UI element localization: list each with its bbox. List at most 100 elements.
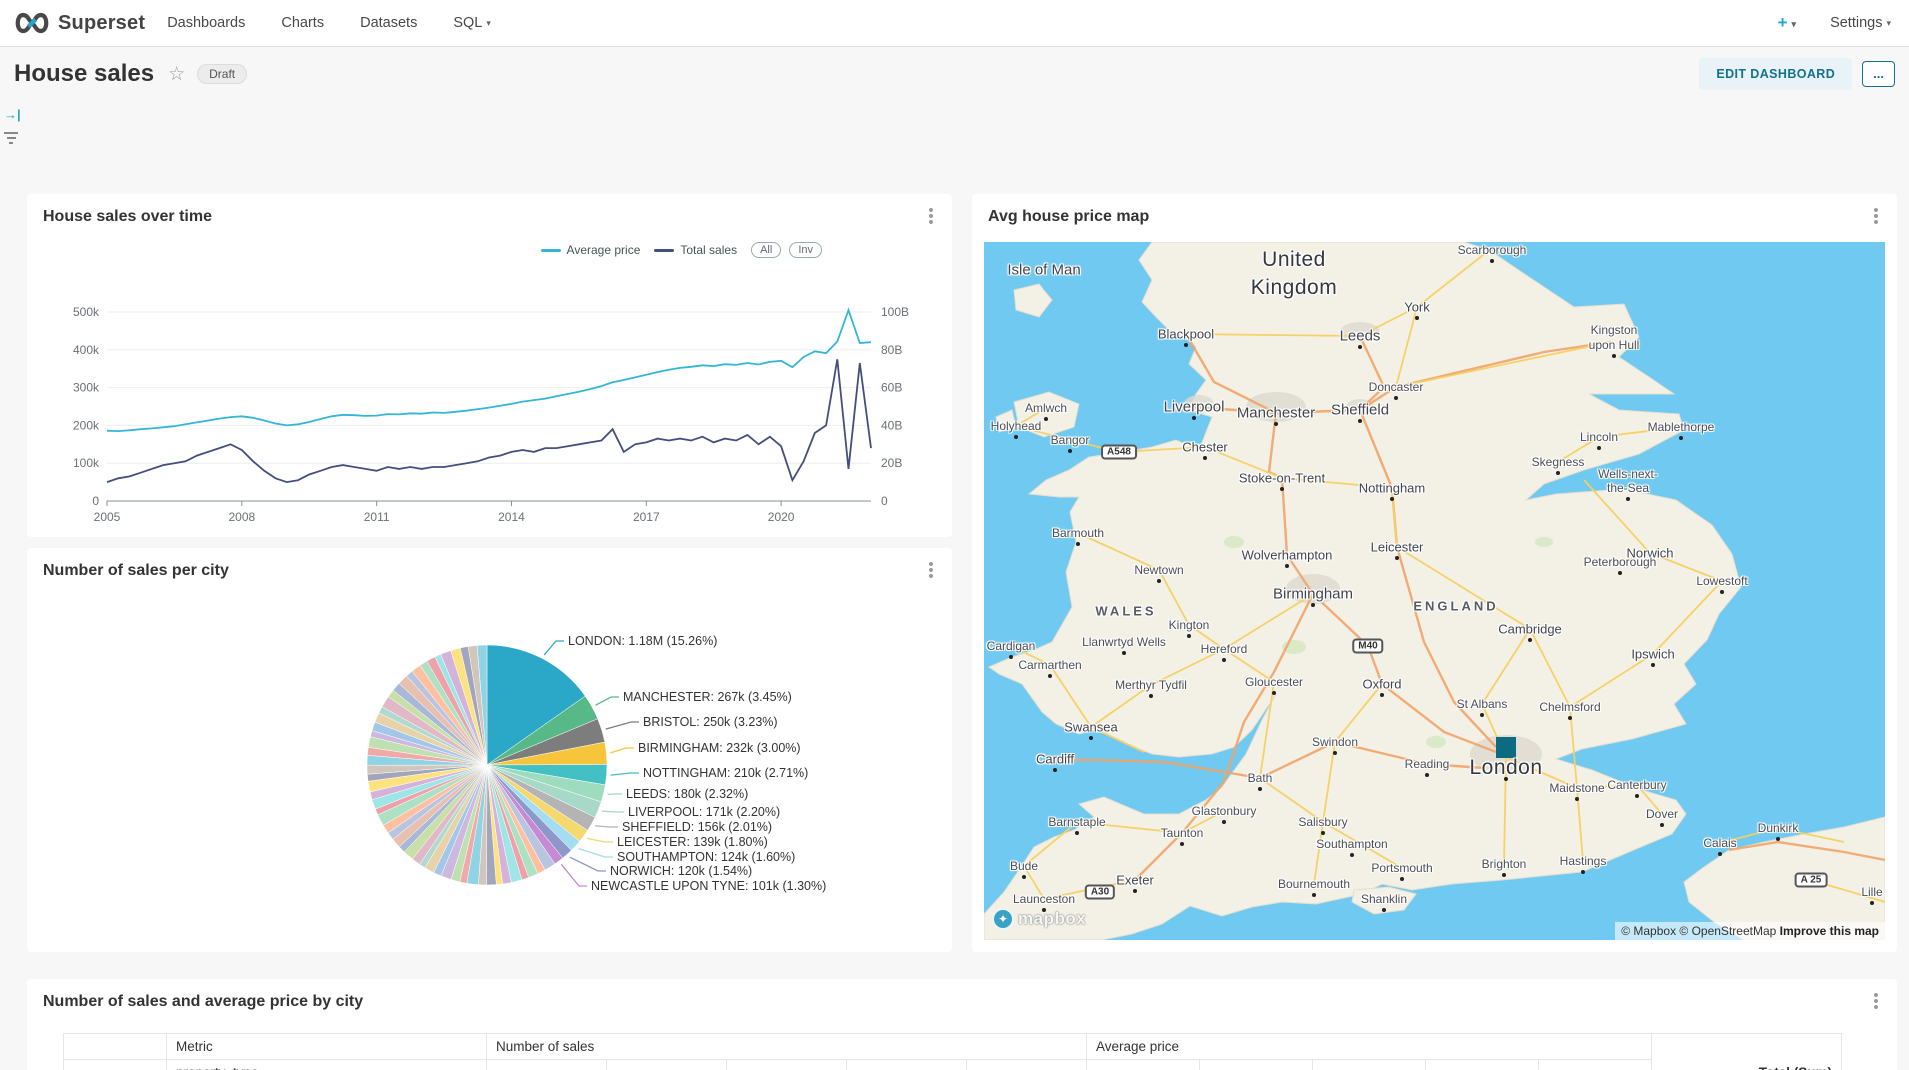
nav-datasets[interactable]: Datasets <box>360 15 418 31</box>
pie-label-leicester: LEICESTER: 139k (1.80%) <box>617 835 768 849</box>
map-label-bude: Bude <box>1009 859 1039 873</box>
map-city-dot <box>1076 542 1080 546</box>
left-axis-tick: 300k <box>73 381 100 395</box>
x-axis-tick: 2014 <box>498 510 525 524</box>
map-label-upon-hull: upon Hull <box>1588 338 1640 352</box>
property-col-s-sales: S <box>846 1059 967 1070</box>
uk-map[interactable]: United Kingdom Isle of Man ENGLAND WALES Scar… <box>984 242 1885 940</box>
right-axis-tick: 40B <box>881 418 902 432</box>
map-city-dot <box>1157 579 1161 583</box>
chart-title: Number of sales per city <box>43 562 229 579</box>
series-line-average-price[interactable] <box>106 307 872 433</box>
property-col-d-price: D <box>1086 1059 1200 1070</box>
legend-item-total-sales[interactable]: Total sales <box>654 243 737 257</box>
pie-label-leader <box>543 640 564 656</box>
chart-kebab-menu[interactable]: • • • <box>1873 202 1879 231</box>
pie-label-leader <box>569 856 606 872</box>
map-city-dot <box>1350 853 1354 857</box>
map-label-chelmsford: Chelmsford <box>1539 700 1601 714</box>
map-label-chester: Chester <box>1182 439 1228 455</box>
map-label-canterbury: Canterbury <box>1607 778 1667 792</box>
map-city-dot <box>1718 852 1722 856</box>
series-line-total-sales[interactable] <box>106 359 872 484</box>
mapbox-logo[interactable]: ✦ mapbox <box>992 908 1086 930</box>
map-label-hereford: Hereford <box>1200 642 1248 656</box>
nav-charts[interactable]: Charts <box>281 15 325 31</box>
corner-cell <box>63 1033 167 1060</box>
map-city-dot <box>1280 487 1284 491</box>
pie-chart[interactable]: LONDON: 1.18M (15.26%) MANCHESTER: 267k (… <box>43 590 936 950</box>
new-item-button[interactable]: + ▾ <box>1777 13 1797 32</box>
map-label-bangor: Bangor <box>1050 433 1090 447</box>
legend-item-average-price[interactable]: Average price <box>540 243 640 257</box>
chart-title: Avg house price map <box>988 208 1150 225</box>
map-label-leicester: Leicester <box>1370 539 1424 555</box>
map-label-isle-of-man: Isle of Man <box>1007 261 1081 279</box>
map-city-dot <box>1187 634 1191 638</box>
favorite-star-icon[interactable]: ☆ <box>168 63 186 85</box>
map-city-dot <box>1258 787 1262 791</box>
avg-price-map-marker[interactable] <box>1496 737 1516 758</box>
map-city-dot <box>1870 901 1874 905</box>
filter-icon[interactable] <box>4 132 18 144</box>
map-city-dot <box>1720 590 1724 594</box>
map-label-newtown: Newtown <box>1134 563 1184 577</box>
pie-slice-other[interactable] <box>476 644 488 766</box>
map-city-dot <box>1581 870 1585 874</box>
settings-menu[interactable]: Settings ▾ <box>1830 15 1891 31</box>
time-series-chart[interactable]: 0 0 100k 20B 200k 40B 300k 60B 400k 80B 500k 100B 20… <box>43 272 936 552</box>
edit-dashboard-button[interactable]: EDIT DASHBOARD <box>1699 58 1853 90</box>
map-city-dot <box>1312 893 1316 897</box>
chart-kebab-menu[interactable]: • • • <box>928 556 934 585</box>
chart-kebab-menu[interactable]: • • • <box>1873 987 1879 1016</box>
legend-toggle-all[interactable]: All <box>751 242 782 258</box>
map-city-dot <box>1425 773 1429 777</box>
map-label-sheffield: Sheffield <box>1330 401 1390 419</box>
pie-label-leader <box>594 825 618 828</box>
map-city-dot <box>1184 343 1188 347</box>
property-col-f-sales: F <box>606 1059 727 1070</box>
map-label-holyhead: Holyhead <box>990 419 1042 433</box>
pie-slice-london[interactable] <box>486 644 586 766</box>
nav-menu: Dashboards Charts Datasets SQL ▾ <box>167 15 491 31</box>
chart-kebab-menu[interactable]: • • • <box>928 202 934 231</box>
pie-label-leader <box>586 837 613 843</box>
map-label-lowestoft: Lowestoft <box>1696 574 1748 588</box>
map-city-dot <box>1053 768 1057 772</box>
metric-header: Metric <box>166 1033 487 1060</box>
expand-filters-icon[interactable]: →| <box>4 107 21 122</box>
map-city-dot <box>1776 837 1780 841</box>
map-city-dot <box>1149 694 1153 698</box>
group-header-number-of-sales: Number of sales <box>486 1033 1087 1060</box>
map-label-peterborough: Peterborough <box>1583 555 1657 569</box>
map-label-bath: Bath <box>1247 771 1273 785</box>
more-options-button[interactable]: ... <box>1862 61 1895 87</box>
map-city-dot <box>1358 345 1362 349</box>
map-city-dot <box>1203 456 1207 460</box>
nav-dashboards[interactable]: Dashboards <box>167 15 246 31</box>
page-title: House sales <box>14 60 155 87</box>
filter-rail: →| <box>0 101 26 147</box>
map-label-swindon: Swindon <box>1311 735 1359 749</box>
map-city-dot <box>1042 908 1046 912</box>
property-col-f-price: F <box>1199 1059 1313 1070</box>
top-navbar: Superset Dashboards Charts Datasets SQL ▾… <box>0 0 1909 47</box>
map-city-dot <box>1009 655 1013 659</box>
map-label-nottingham: Nottingham <box>1358 480 1426 496</box>
chevron-down-icon: ▾ <box>1791 19 1797 29</box>
improve-map-link[interactable]: Improve this map <box>1779 924 1879 938</box>
nav-sql[interactable]: SQL ▾ <box>453 15 491 31</box>
x-axis-tick: 2017 <box>633 510 660 524</box>
pie-label-leader <box>610 747 634 754</box>
superset-logo[interactable]: Superset <box>14 11 145 35</box>
map-city-dot <box>1618 571 1622 575</box>
legend-toggle-inv[interactable]: Inv <box>789 242 822 258</box>
map-label-carmarthen: Carmarthen <box>1018 658 1082 672</box>
map-label-wells-next-: Wells-next- <box>1598 467 1658 481</box>
map-city-dot <box>1394 396 1398 400</box>
map-city-dot <box>1022 875 1026 879</box>
map-city-dot <box>1626 497 1630 501</box>
map-label-mablethorpe: Mablethorpe <box>1647 420 1715 434</box>
map-city-dot <box>1380 693 1384 697</box>
